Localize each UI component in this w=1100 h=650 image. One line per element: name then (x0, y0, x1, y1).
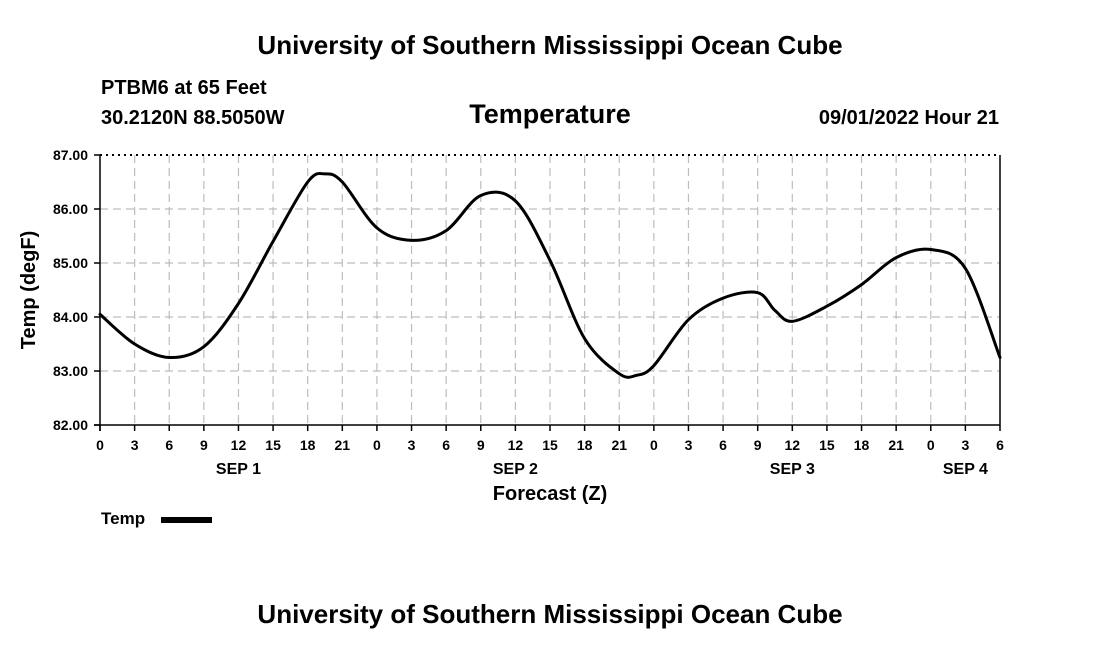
y-tick-label: 86.00 (53, 201, 88, 217)
x-tick-label: 15 (819, 437, 835, 453)
series-layer (98, 171, 1002, 379)
y-axis-label: Temp (degF) (18, 231, 40, 350)
chart-title: Temperature (469, 99, 631, 129)
x-tick-label: 6 (442, 437, 450, 453)
timestamp-label: 09/01/2022 Hour 21 (818, 107, 999, 129)
coordinates-label: 30.2120N 88.5050W (101, 107, 285, 129)
x-tick-label: 12 (231, 437, 247, 453)
series-line-temp (98, 171, 1002, 379)
x-tick-label: 9 (477, 437, 485, 453)
grid-lines (100, 155, 1000, 425)
legend-label: Temp (101, 509, 146, 528)
x-tick-label: 12 (508, 437, 524, 453)
x-tick-label: 15 (265, 437, 281, 453)
y-tick-label: 85.00 (53, 255, 88, 271)
date-label: SEP 4 (943, 461, 988, 478)
x-tick-label: 6 (996, 437, 1004, 453)
y-tick-label: 83.00 (53, 363, 88, 379)
x-tick-label: 6 (719, 437, 727, 453)
station-label: PTBM6 at 65 Feet (101, 77, 267, 99)
legend-swatch (161, 517, 212, 523)
x-tick-label: 21 (335, 437, 351, 453)
x-axis-label: Forecast (Z) (493, 483, 607, 505)
date-label: SEP 2 (493, 461, 538, 478)
x-tick-label: 3 (408, 437, 416, 453)
tick-labels: 82.00 83.00 84.00 85.00 86.00 87.00 0 3 6 9 12 15 18… (18, 147, 1004, 505)
x-tick-label: 6 (165, 437, 173, 453)
x-tick-label: 0 (650, 437, 658, 453)
x-tick-label: 18 (300, 437, 316, 453)
date-label: SEP 3 (770, 461, 815, 478)
y-tick-label: 82.00 (53, 417, 88, 433)
date-label: SEP 1 (216, 461, 261, 478)
x-tick-label: 12 (785, 437, 801, 453)
x-tick-label: 21 (888, 437, 904, 453)
x-tick-label: 15 (542, 437, 558, 453)
title-bottom: University of Southern Mississippi Ocean… (257, 599, 843, 629)
y-tick-label: 87.00 (53, 147, 88, 163)
x-tick-label: 0 (96, 437, 104, 453)
x-tick-label: 3 (685, 437, 693, 453)
title-top: University of Southern Mississippi Ocean… (257, 30, 843, 60)
y-tick-label: 84.00 (53, 309, 88, 325)
x-tick-label: 9 (200, 437, 208, 453)
x-tick-label: 0 (927, 437, 935, 453)
axes (94, 154, 1001, 431)
x-tick-label: 9 (754, 437, 762, 453)
x-tick-label: 0 (373, 437, 381, 453)
x-tick-label: 21 (611, 437, 627, 453)
x-tick-label: 18 (854, 437, 870, 453)
x-tick-label: 3 (961, 437, 969, 453)
x-tick-label: 3 (131, 437, 139, 453)
x-tick-label: 18 (577, 437, 593, 453)
